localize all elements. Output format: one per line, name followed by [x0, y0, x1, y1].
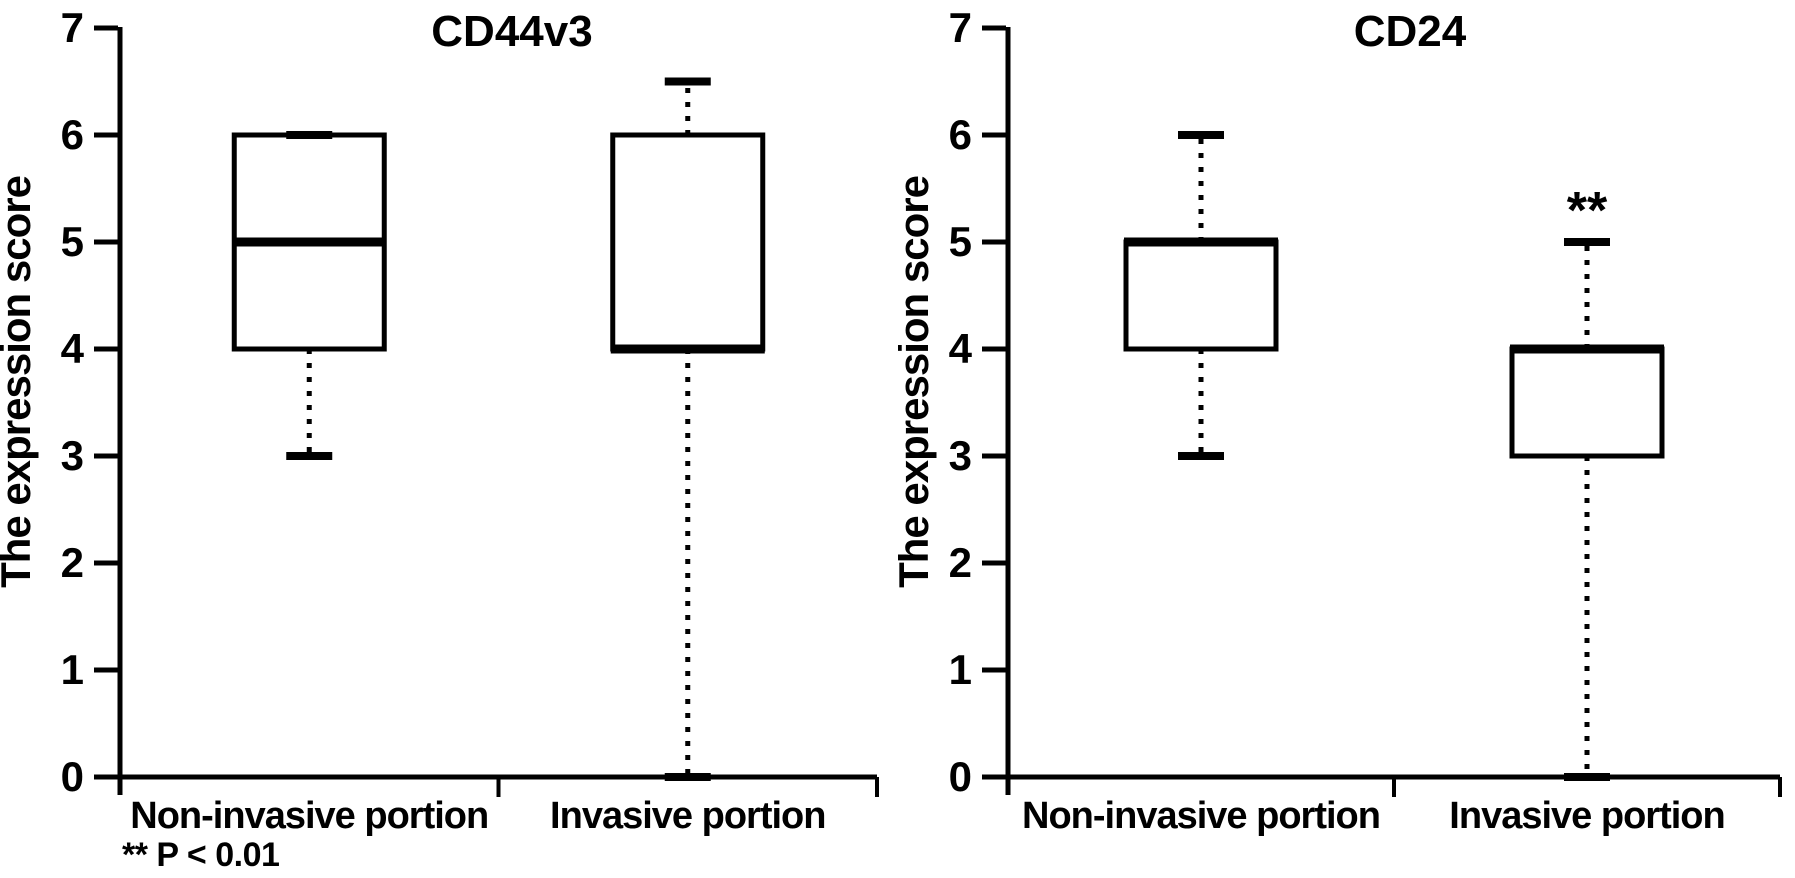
y-axis-tick-label: 7	[949, 4, 972, 51]
y-axis-tick-label: 4	[61, 325, 85, 372]
plot-title: CD44v3	[431, 7, 592, 56]
footnote: ** P < 0.01	[122, 836, 279, 874]
y-axis-title: The expression score	[898, 176, 937, 588]
box-rect	[610, 132, 766, 352]
category-label: Invasive portion	[550, 795, 825, 837]
category-label: Non-invasive portion	[130, 795, 488, 837]
significance-annotation: **	[1567, 182, 1608, 240]
box-rect	[1123, 239, 1279, 352]
y-axis-tick-label: 0	[949, 753, 972, 800]
category-label: Non-invasive portion	[1022, 795, 1380, 837]
plot-title: CD24	[1354, 7, 1467, 56]
boxplot-panel-cd24: 0 1 2 3 4 5 6 7 The expression score CD24 Non-inva…	[898, 4, 1782, 837]
boxplot-panel-cd44v3: 0 1 2 3 4 5 6 7 The expression score CD44v3 Non-in…	[0, 4, 879, 874]
category-label: Invasive portion	[1449, 795, 1724, 837]
box-rect	[1509, 346, 1665, 459]
y-axis-tick-label: 2	[61, 539, 84, 586]
y-axis-tick-label: 4	[949, 325, 973, 372]
y-axis-tick-label: 5	[61, 218, 84, 265]
y-axis-tick-label: 6	[61, 111, 84, 158]
y-axis-title: The expression score	[0, 176, 39, 588]
y-axis-tick-label: 1	[61, 646, 84, 693]
y-axis-tick-label: 6	[949, 111, 972, 158]
y-axis-tick-label: 0	[61, 753, 84, 800]
y-axis-tick-label: 1	[949, 646, 972, 693]
y-axis-tick-label: 3	[61, 432, 84, 479]
y-axis-tick-label: 2	[949, 539, 972, 586]
y-axis-tick-label: 7	[61, 4, 84, 51]
y-axis-tick-label: 5	[949, 218, 972, 265]
y-axis-tick-label: 3	[949, 432, 972, 479]
